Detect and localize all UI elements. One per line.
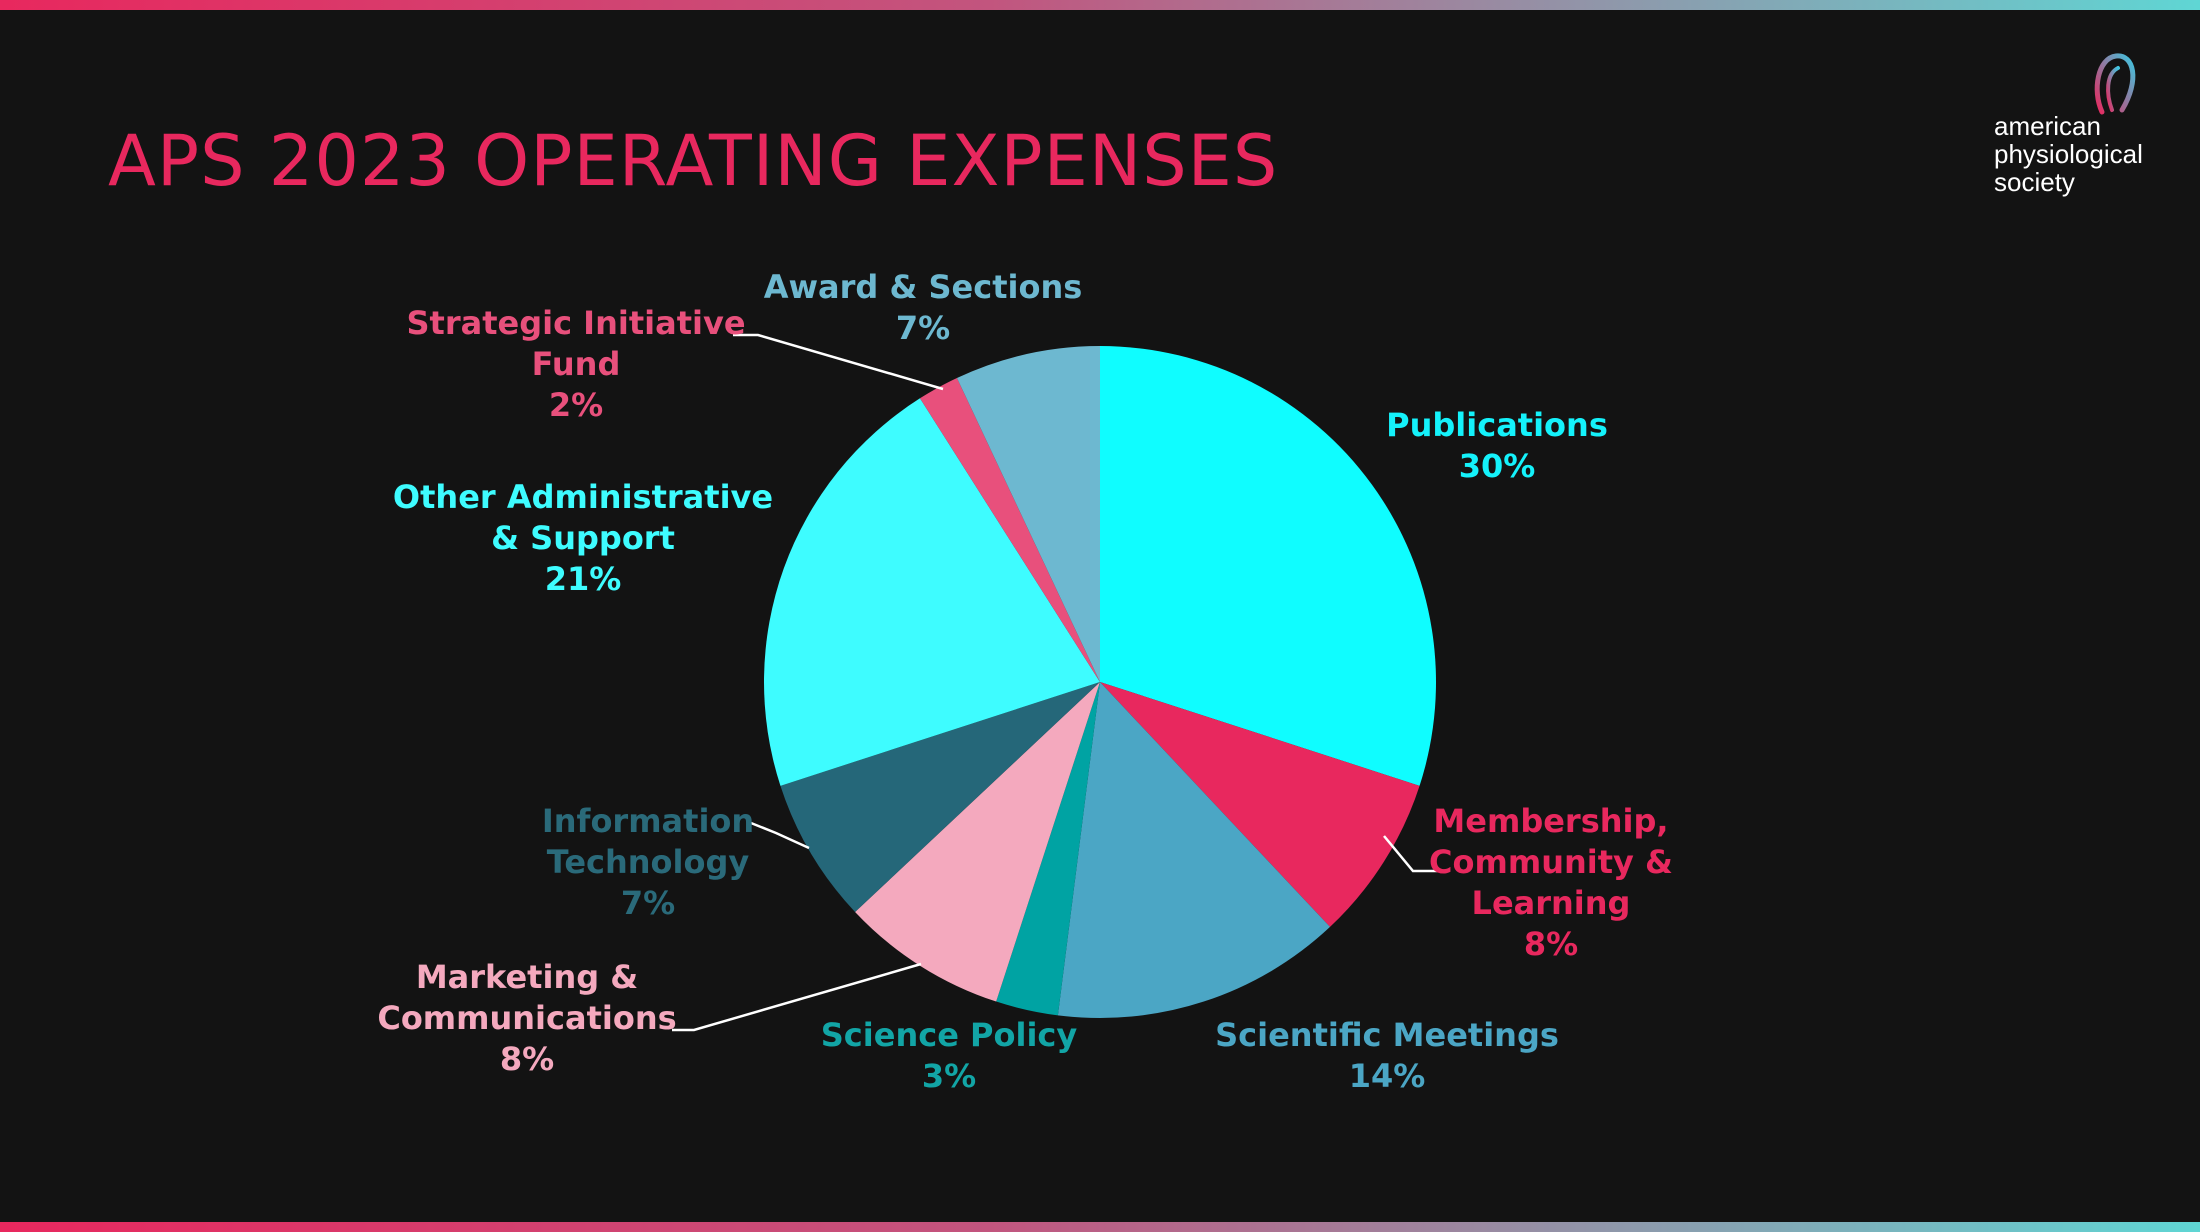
pie-slice (956, 346, 1100, 682)
logo-line-1: american (1994, 111, 2101, 141)
pie-slice (780, 682, 1100, 913)
slice-name: Science Policy (821, 1016, 1078, 1054)
slice-percent: 7% (896, 309, 950, 347)
bottom-gradient-bar (0, 1222, 2200, 1232)
slice-name: Community & (1429, 843, 1673, 881)
slice-percent: 7% (621, 884, 675, 922)
logo-mark-icon (2094, 53, 2136, 115)
slice-name: Other Administrative (393, 478, 773, 516)
aps-logo: american physiological society (1994, 50, 2174, 200)
slice-name: Publications (1386, 406, 1608, 444)
slice-name: Learning (1472, 884, 1631, 922)
slice-name: Fund (532, 345, 621, 383)
slice-name: Strategic Initiative (406, 304, 745, 342)
slice-percent: 8% (500, 1040, 554, 1078)
slice-name: Membership, (1433, 802, 1668, 840)
slice-percent: 3% (922, 1057, 976, 1095)
slice-name: & Support (491, 519, 675, 557)
logo-wordmark: american physiological society (1994, 112, 2143, 196)
page-title: APS 2023 OPERATING EXPENSES (108, 120, 1279, 202)
slice-percent: 2% (549, 386, 603, 424)
pie-slice (1100, 682, 1420, 927)
slice-percent: 21% (545, 560, 622, 598)
pie-slice (1100, 346, 1436, 786)
slice-name: Award & Sections (764, 268, 1083, 306)
leader-line (1383, 835, 1440, 873)
logo-line-3: society (1994, 167, 2075, 197)
leader-line (750, 821, 810, 850)
pie-slice (996, 682, 1100, 1016)
pie-slice (855, 682, 1100, 1002)
top-gradient-bar (0, 0, 2200, 10)
pie-slices (763, 346, 1436, 1018)
leader-line (733, 333, 944, 391)
pie-slice (919, 377, 1100, 682)
slice-name: Scientific Meetings (1215, 1016, 1559, 1054)
slice-percent: 8% (1524, 925, 1578, 963)
slice-name: Technology (547, 843, 750, 881)
pie-slice (1057, 682, 1331, 1018)
slice-percent: 30% (1459, 447, 1536, 485)
slice-name: Communications (377, 999, 676, 1037)
slice-name: Marketing & (416, 958, 638, 996)
logo-line-2: physiological (1994, 139, 2143, 169)
slice-name: Information (542, 802, 754, 840)
leader-line (672, 962, 922, 1032)
pie-slice (763, 398, 1100, 786)
slice-percent: 14% (1349, 1057, 1426, 1095)
